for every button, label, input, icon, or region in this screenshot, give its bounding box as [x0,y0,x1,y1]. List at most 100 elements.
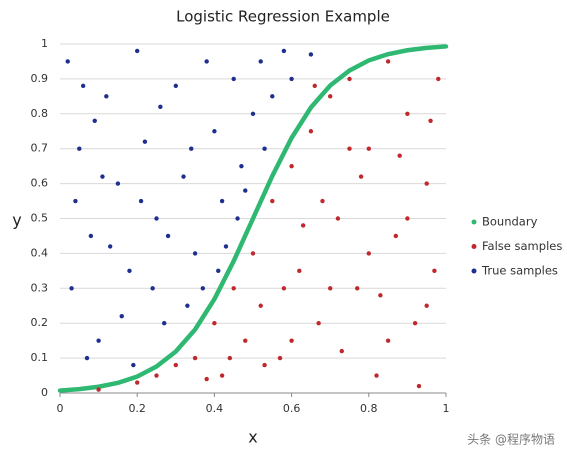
y-tick-label: 0.7 [31,142,49,155]
sample-point [250,111,256,117]
sample-point [219,373,225,378]
sample-point [412,321,418,326]
sample-point [297,268,302,274]
y-axis-title: y [12,211,21,230]
sample-point [316,321,321,326]
sample-point [258,59,263,64]
sample-point [405,111,410,117]
legend-label: False samples [482,239,562,253]
sample-point [281,286,287,291]
sample-point [107,244,113,249]
sample-point [231,76,236,82]
legend-label: True samples [481,264,558,278]
sample-point [347,76,352,82]
y-tick-label: 0 [41,386,48,399]
sample-point [281,48,287,54]
sample-point [189,146,194,151]
sample-point [308,129,314,134]
sample-point [328,286,333,291]
sample-point [212,321,217,326]
sample-point [227,355,233,361]
sample-point [69,286,74,291]
sample-point [300,223,306,228]
sample-point [393,233,399,239]
sample-point [96,387,101,392]
sample-point [231,286,236,291]
sample-point [424,181,429,186]
sample-point [158,104,163,110]
y-tick-label: 0.2 [31,316,49,329]
sample-point [243,338,248,343]
sample-point [131,362,136,368]
sample-point [92,118,97,123]
sample-point [154,216,159,221]
sample-point [223,244,229,249]
sample-point [135,48,140,54]
legend-marker [471,244,477,249]
sample-point [162,321,167,326]
sample-point [424,303,429,308]
sample-point [270,94,275,99]
y-tick-label: 0.9 [31,72,49,85]
sample-point [258,303,263,308]
sample-point [135,380,140,385]
y-tick-label: 0.8 [31,107,49,120]
y-tick-label: 0.5 [31,212,49,225]
sample-point [219,198,225,204]
sample-point [436,76,441,82]
sample-point [320,198,325,204]
chart-title: Logistic Regression Example [176,8,390,26]
x-tick-label: 0 [57,402,64,415]
sample-point [192,355,198,361]
sample-point [312,83,317,89]
sample-point [88,233,94,239]
sample-point [173,362,178,368]
sample-point [119,314,124,319]
y-tick-label: 0.1 [31,351,49,364]
sample-point [100,174,105,179]
sample-point [150,286,155,291]
sample-point [328,94,333,99]
sample-point [308,52,314,57]
sample-point [355,286,360,291]
sample-point [366,146,371,151]
boundary-line [57,44,449,393]
sample-point [378,293,383,298]
sample-point [138,198,144,204]
sample-point [397,153,402,158]
sample-point [339,348,344,354]
x-tick-label: 1 [443,402,450,415]
sample-point [77,146,82,151]
y-tick-label: 0.4 [31,246,49,259]
sample-point [115,181,121,186]
sample-point [366,251,371,256]
y-tick-label: 0.3 [31,281,49,294]
sample-point [277,355,283,361]
x-tick-label: 0.6 [283,402,301,415]
sample-point [185,303,190,308]
sample-point [84,355,90,361]
sample-point [104,94,109,99]
legend-marker [471,268,477,274]
sample-point [289,163,294,169]
sample-point [428,118,433,123]
watermark: 头条 @程序物语 [467,432,555,447]
y-tick-label: 1 [41,37,48,50]
sample-point [262,362,267,368]
sample-point [239,163,244,169]
sample-point [243,188,248,193]
sample-point [385,338,391,343]
x-axis-title: x [248,428,257,447]
sample-point [200,286,206,291]
sample-point [204,59,209,64]
sample-point [142,139,148,144]
sample-point [335,216,341,221]
y-tick-label: 0.6 [31,177,49,190]
sample-point [432,268,437,274]
sample-point [385,59,391,64]
legend-label: Boundary [482,215,538,229]
sample-point [127,268,132,274]
sample-point [262,146,267,151]
sample-point [192,251,198,256]
